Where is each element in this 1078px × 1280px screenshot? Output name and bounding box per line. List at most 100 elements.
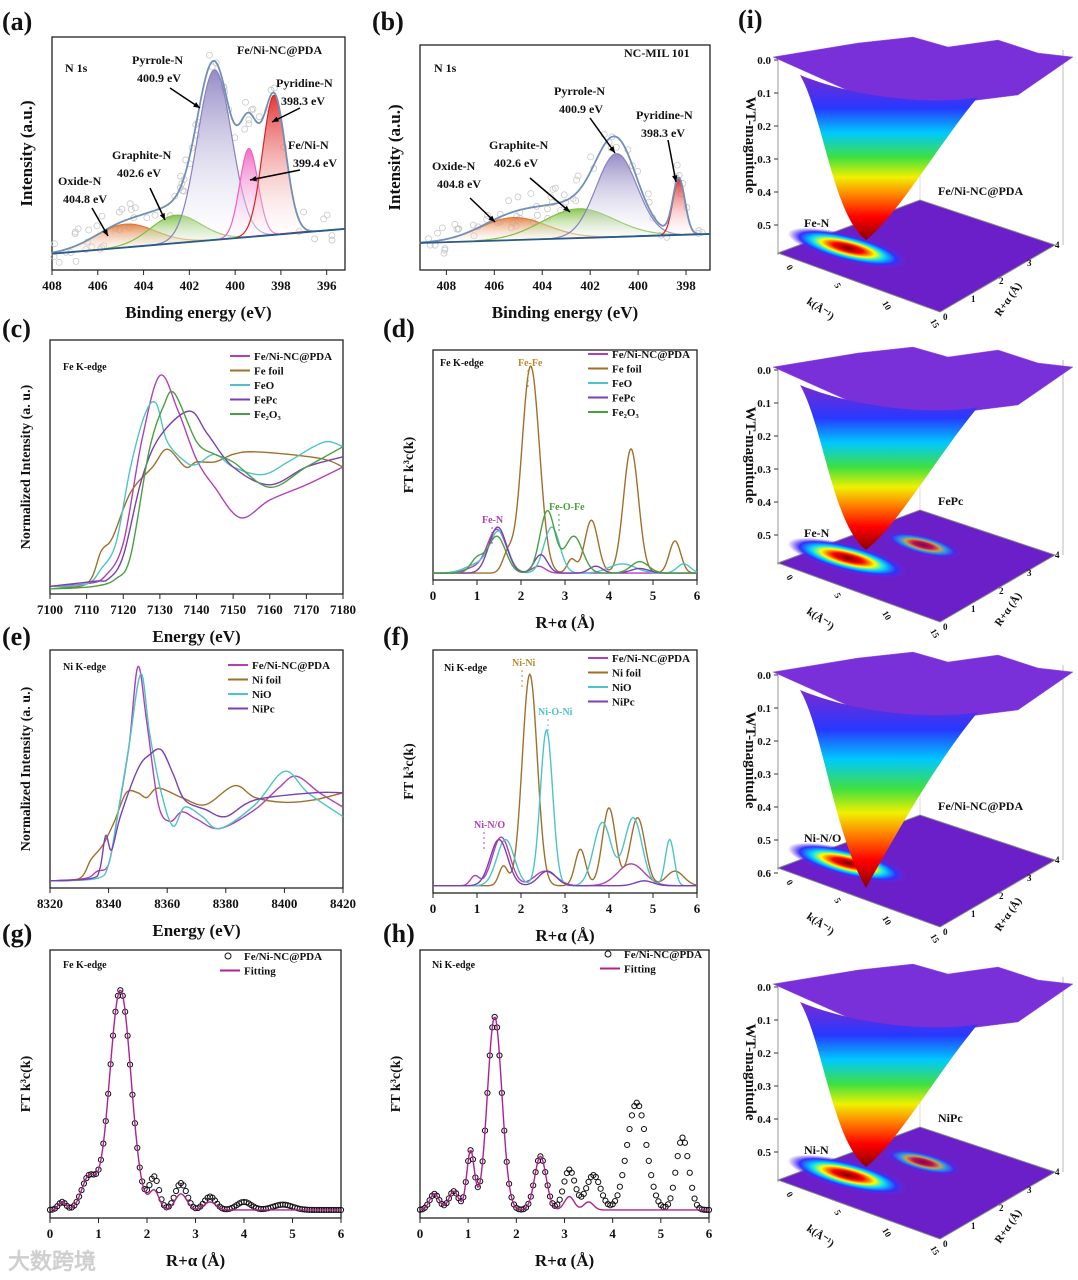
z-tick-label: 0.2 — [757, 736, 771, 748]
x-tick-label: 0 — [47, 1226, 54, 1241]
data-point — [648, 1172, 655, 1179]
edge-label: Fe K-edge — [63, 960, 107, 971]
raw-data-point — [55, 258, 63, 266]
raw-data-point — [441, 245, 449, 252]
y-axis-label: Normalized Intensity (a. u.) — [19, 686, 34, 851]
r-tick-label: 4 — [1055, 1167, 1060, 1177]
peak-name-label: Graphite-N — [112, 148, 172, 162]
z-tick-label: 0.5 — [757, 220, 771, 232]
k-tick-label: 15 — [928, 932, 941, 945]
x-tick-label: 3 — [192, 1226, 199, 1241]
raw-data-point — [72, 257, 80, 265]
raw-data-point — [534, 211, 541, 219]
raw-data-point — [434, 229, 441, 237]
y-axis-label: Intensity (a.u.) — [17, 100, 36, 206]
peak-energy-label: 400.9 eV — [559, 102, 603, 116]
data-point — [611, 1197, 619, 1205]
k-tick-label: 0 — [784, 573, 795, 582]
r-tick-label: 1 — [971, 604, 976, 614]
x-axis-label: Binding energy (eV) — [125, 303, 271, 322]
r-tick-label: 2 — [999, 276, 1004, 286]
plot-frame — [432, 349, 698, 581]
arrow-head — [609, 146, 615, 153]
x-tick-label: 398 — [271, 278, 291, 293]
z-tick-label: 0.3 — [757, 1081, 771, 1093]
z-axis-label: WT-magnitude — [742, 407, 758, 504]
series-fitting-line — [49, 989, 341, 1211]
data-point — [117, 987, 124, 994]
k-tick-label: 15 — [928, 1244, 941, 1257]
z-tick-label: 0.3 — [757, 769, 771, 781]
bond-annotation: Ni-O-Ni — [538, 707, 573, 718]
z-tick-label: 0.1 — [757, 1015, 771, 1027]
raw-data-point — [126, 200, 134, 208]
x-tick-label: 7140 — [184, 602, 210, 617]
raw-data-point — [311, 235, 319, 243]
raw-data-point — [115, 208, 123, 216]
edge-label: Fe K-edge — [440, 358, 484, 369]
x-tick-label: 396 — [317, 278, 337, 293]
x-tick-label: 5 — [658, 1226, 665, 1241]
x-tick-label: 400 — [628, 278, 648, 293]
edge-label: Ni K-edge — [63, 662, 107, 673]
r-tick-label: 1 — [971, 909, 976, 919]
data-point — [491, 1013, 498, 1021]
component-peak-pyrrole-n — [551, 153, 682, 240]
data-point — [182, 1187, 189, 1195]
data-point — [597, 1185, 604, 1192]
x-tick-label: 0 — [430, 901, 437, 916]
bond-annotation: Fe-O-Fe — [549, 502, 585, 513]
data-point — [561, 1178, 568, 1185]
arrow-head — [672, 175, 678, 182]
series-fe-ni-nc-pda-line — [49, 374, 344, 588]
raw-data-point — [51, 240, 58, 248]
legend-entry: NiPc — [612, 697, 635, 709]
series-fe-foil-line — [433, 365, 698, 574]
z-tick-label: 0.2 — [757, 1048, 771, 1060]
r-tick-label: 0 — [943, 1239, 948, 1249]
raw-data-point — [455, 225, 463, 233]
data-point — [592, 1173, 599, 1181]
arrow-head — [272, 116, 279, 122]
x-tick-label: 2 — [144, 1226, 151, 1241]
arrow-head — [488, 215, 495, 222]
z-tick-label: 0.0 — [757, 670, 771, 682]
data-point — [689, 1184, 696, 1191]
sample-label: NC-MIL 101 — [624, 46, 690, 60]
panel-letter: (g) — [2, 919, 32, 948]
r-tick-label: 0 — [943, 927, 948, 937]
x-tick-label: 7150 — [220, 602, 246, 617]
raw-data-point — [607, 144, 615, 152]
k-tick-label: 5 — [832, 1208, 843, 1217]
peak-name-label: Oxide-N — [58, 174, 102, 188]
x-tick-label: 8320 — [37, 896, 63, 911]
x-tick-label: 6 — [694, 588, 701, 603]
wt-surface-funnel — [800, 385, 978, 550]
raw-data-point — [180, 187, 188, 195]
wt-hotspot-secondary — [884, 531, 962, 559]
data-point — [571, 1177, 578, 1184]
arrow-head — [250, 176, 257, 182]
plot-frame — [432, 649, 698, 894]
series-fe-ni-nc-pda-line — [49, 665, 344, 882]
peak-energy-label: 404.8 eV — [437, 177, 481, 191]
raw-data-point — [241, 125, 249, 133]
legend-entry: Fe/Ni-NC@PDA — [254, 351, 332, 363]
raw-data-point — [572, 197, 580, 205]
data-point — [467, 1147, 474, 1154]
x-tick-label: 2 — [513, 1226, 520, 1241]
raw-data-point — [454, 225, 462, 233]
raw-data-point — [255, 113, 263, 121]
raw-data-point — [484, 212, 491, 219]
data-point — [681, 1139, 689, 1146]
r-axis-label: R+α (Å) — [993, 895, 1025, 934]
data-point — [626, 1125, 633, 1133]
data-point — [636, 1102, 643, 1110]
raw-data-point — [328, 232, 336, 240]
z-tick-label: 0.1 — [757, 88, 771, 100]
series-nio-line — [49, 673, 344, 882]
peak-energy-label: 402.6 eV — [117, 166, 161, 180]
raw-data-point — [93, 222, 101, 230]
series-fe-foil-line — [49, 448, 344, 588]
x-tick-label: 408 — [437, 278, 457, 293]
